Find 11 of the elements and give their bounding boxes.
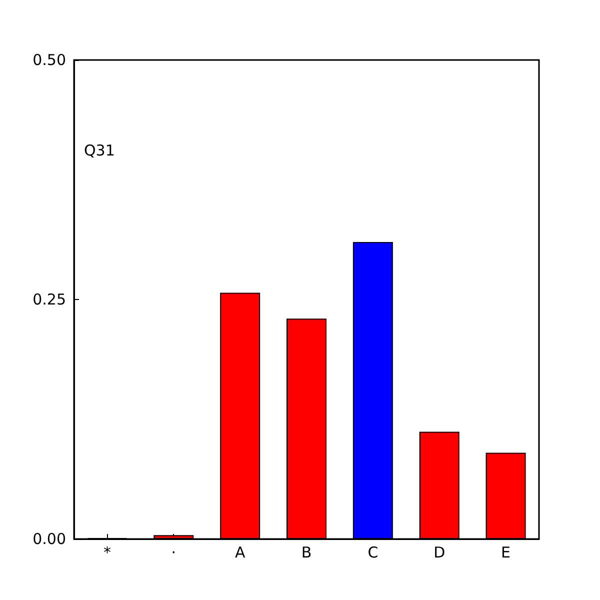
x-tick-label: * (103, 544, 112, 562)
x-tick-label: B (301, 544, 312, 562)
x-tick-label: A (234, 544, 246, 562)
annotation: Q31 (84, 142, 115, 160)
x-tick-label: C (368, 544, 378, 562)
x-tick-label: · (171, 544, 176, 562)
y-tick-label: 0.25 (32, 290, 66, 308)
x-tick-label: D (434, 544, 446, 562)
x-tick-label: E (501, 544, 511, 562)
y-tick-label: 0.50 (32, 51, 66, 69)
y-tick-label: 0.00 (32, 530, 66, 548)
